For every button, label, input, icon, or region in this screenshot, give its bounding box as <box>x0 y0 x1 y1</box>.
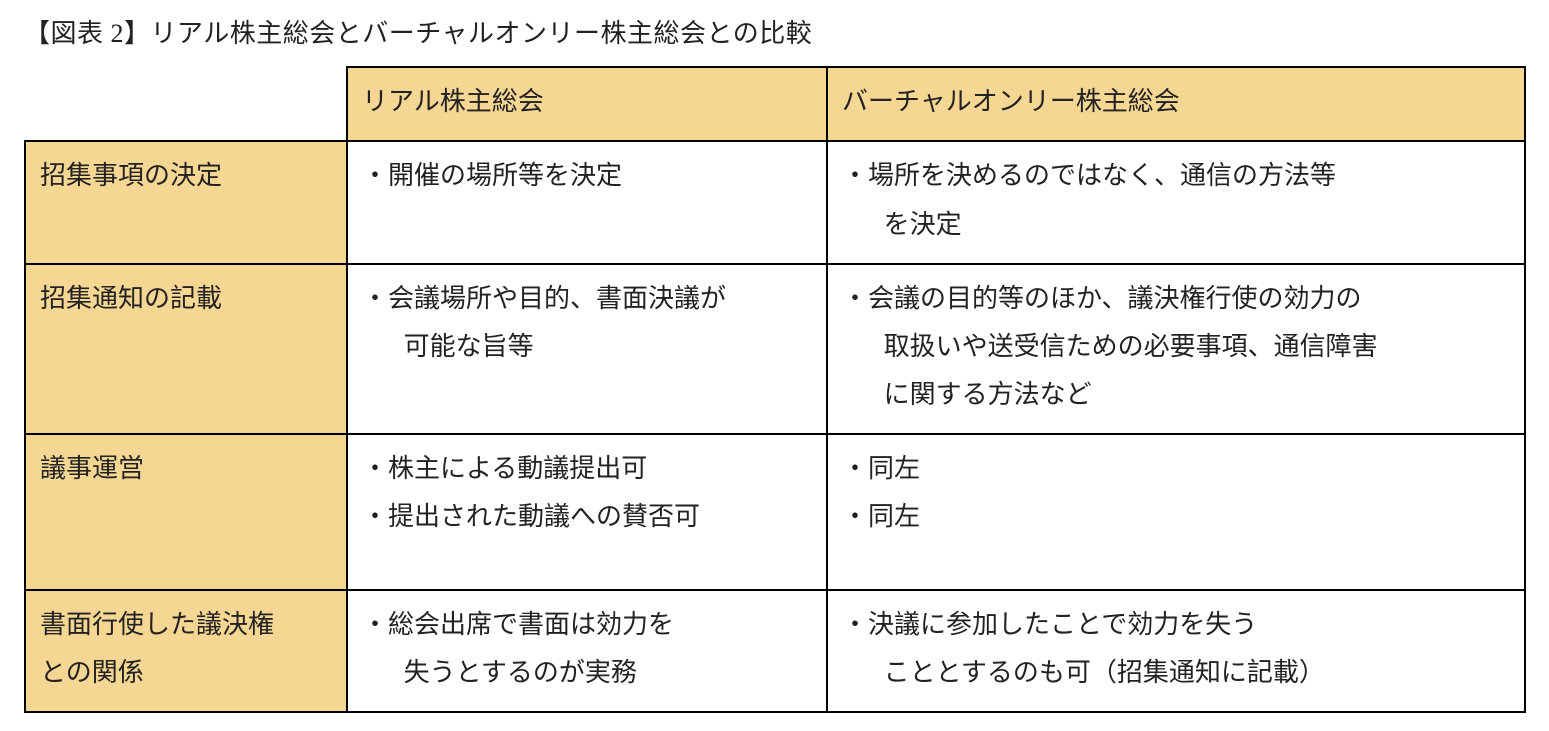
cell-text: ・同左 <box>842 445 1510 493</box>
cell-real-1: ・会議場所や目的、書面決議が 可能な旨等 <box>347 264 827 434</box>
table-row: 招集事項の決定 ・開催の場所等を決定 ・場所を決めるのではなく、通信の方法等 を… <box>25 141 1525 263</box>
cell-real-0: ・開催の場所等を決定 <box>347 141 827 263</box>
cell-virtual-0: ・場所を決めるのではなく、通信の方法等 を決定 <box>827 141 1525 263</box>
header-virtual: バーチャルオンリー株主総会 <box>827 67 1525 141</box>
cell-real-3: ・総会出席で書面は効力を 失うとするのが実務 <box>347 590 827 712</box>
cell-text: 失うとするのが実務 <box>362 649 812 697</box>
cell-text: ・同左 <box>842 493 1510 541</box>
cell-text: 可能な旨等 <box>362 323 812 371</box>
cell-text: ・総会出席で書面は効力を <box>362 601 812 649</box>
cell-text: との関係 <box>40 649 332 697</box>
cell-text: こととするのも可（招集通知に記載） <box>842 649 1510 697</box>
cell-text: 書面行使した議決権 <box>40 601 332 649</box>
rowhead-proceedings: 議事運営 <box>25 434 347 590</box>
rowhead-convocation-matters: 招集事項の決定 <box>25 141 347 263</box>
cell-text: ・開催の場所等を決定 <box>362 152 812 200</box>
cell-text: に関する方法など <box>842 371 1510 419</box>
cell-text: を決定 <box>842 201 1510 249</box>
cell-virtual-1: ・会議の目的等のほか、議決権行使の効力の 取扱いや送受信ための必要事項、通信障害… <box>827 264 1525 434</box>
figure-2-container: 【図表 2】リアル株主総会とバーチャルオンリー株主総会との比較 リアル株主総会 … <box>0 0 1549 729</box>
table-row: 議事運営 ・株主による動議提出可 ・提出された動議への賛否可 ・同左 ・同左 <box>25 434 1525 590</box>
table-header-row: リアル株主総会 バーチャルオンリー株主総会 <box>25 67 1525 141</box>
cell-text: ・会議の目的等のほか、議決権行使の効力の <box>842 275 1510 323</box>
cell-text: ・場所を決めるのではなく、通信の方法等 <box>842 152 1510 200</box>
figure-caption: 【図表 2】リアル株主総会とバーチャルオンリー株主総会との比較 <box>24 16 1529 52</box>
header-real: リアル株主総会 <box>347 67 827 141</box>
rowhead-notice-contents: 招集通知の記載 <box>25 264 347 434</box>
cell-text: ・株主による動議提出可 <box>362 445 812 493</box>
header-empty-corner <box>25 67 347 141</box>
cell-real-2: ・株主による動議提出可 ・提出された動議への賛否可 <box>347 434 827 590</box>
cell-virtual-3: ・決議に参加したことで効力を失う こととするのも可（招集通知に記載） <box>827 590 1525 712</box>
cell-text: ・会議場所や目的、書面決議が <box>362 275 812 323</box>
rowhead-written-vote-relation: 書面行使した議決権 との関係 <box>25 590 347 712</box>
cell-text: ・決議に参加したことで効力を失う <box>842 601 1510 649</box>
cell-text: ・提出された動議への賛否可 <box>362 493 812 541</box>
cell-virtual-2: ・同左 ・同左 <box>827 434 1525 590</box>
table-row: 書面行使した議決権 との関係 ・総会出席で書面は効力を 失うとするのが実務 ・決… <box>25 590 1525 712</box>
cell-text: 取扱いや送受信ための必要事項、通信障害 <box>842 323 1510 371</box>
table-row: 招集通知の記載 ・会議場所や目的、書面決議が 可能な旨等 ・会議の目的等のほか、… <box>25 264 1525 434</box>
comparison-table: リアル株主総会 バーチャルオンリー株主総会 招集事項の決定 ・開催の場所等を決定… <box>24 66 1526 713</box>
